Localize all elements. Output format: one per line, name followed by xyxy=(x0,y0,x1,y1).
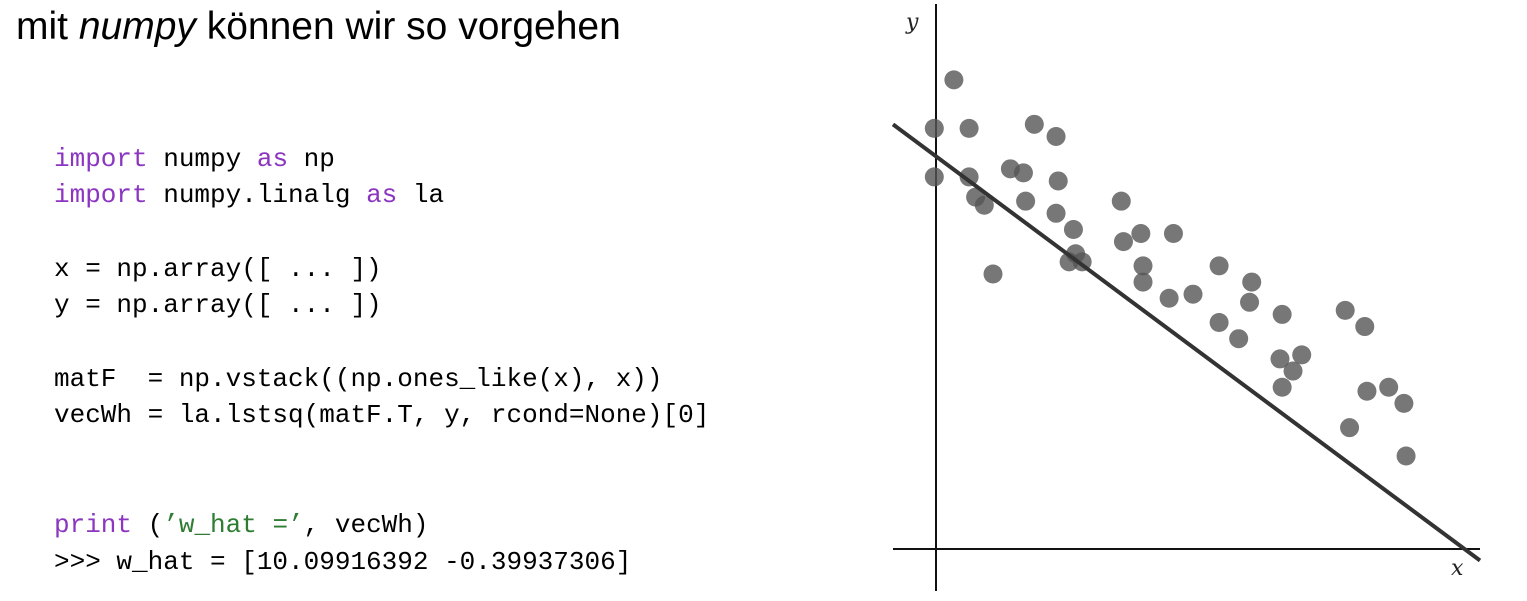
data-point xyxy=(1242,272,1262,292)
slide-title: mit numpy können wir so vorgehen xyxy=(16,4,621,51)
code-line-7: print (’w_hat =’, vecWh) xyxy=(54,510,429,540)
data-point xyxy=(1113,232,1133,252)
data-point xyxy=(959,167,979,187)
keyword-as: as xyxy=(366,180,398,210)
data-point xyxy=(924,167,944,187)
code-text: , vecWh) xyxy=(303,510,429,540)
code-text: numpy.linalg xyxy=(147,180,367,210)
data-point xyxy=(1159,288,1179,308)
data-points xyxy=(924,70,1416,466)
data-point xyxy=(1340,418,1360,438)
y-axis-label: y xyxy=(905,10,919,35)
code-line-1: import numpy as np xyxy=(54,144,335,174)
x-axis-label: x xyxy=(1451,556,1464,581)
scatter-plot: y x xyxy=(891,4,1482,591)
data-point xyxy=(1183,284,1203,304)
title-numpy-emphasis: numpy xyxy=(78,5,196,48)
data-point xyxy=(924,118,944,138)
data-point xyxy=(1111,191,1131,211)
data-point xyxy=(1046,126,1066,146)
data-point xyxy=(1024,114,1044,134)
regression-line xyxy=(891,122,1482,563)
code-line-4: y = np.array([ ... ]) xyxy=(54,290,382,320)
keyword-as: as xyxy=(256,144,289,174)
data-point xyxy=(1379,377,1399,397)
title-suffix: können wir so vorgehen xyxy=(195,5,621,48)
code-line-2: import numpy.linalg as la xyxy=(54,180,444,210)
code-text: la xyxy=(397,180,445,210)
data-point xyxy=(1131,224,1151,244)
data-point xyxy=(1229,329,1249,349)
keyword-print: print xyxy=(54,510,133,540)
data-point xyxy=(959,118,979,138)
code-string: ’w_hat =’ xyxy=(163,510,304,540)
code-text: ( xyxy=(132,510,164,540)
code-text: numpy xyxy=(147,144,257,174)
code-line-3: x = np.array([ ... ]) xyxy=(54,254,382,284)
data-point xyxy=(1133,272,1153,292)
data-point xyxy=(1240,292,1260,312)
keyword-import: import xyxy=(54,144,148,174)
data-point xyxy=(1163,224,1183,244)
data-point xyxy=(1016,191,1036,211)
data-point xyxy=(983,264,1003,284)
title-prefix: mit xyxy=(16,5,79,48)
keyword-import: import xyxy=(54,180,148,210)
data-point xyxy=(1209,313,1229,333)
data-point xyxy=(1048,171,1068,191)
data-point xyxy=(1270,349,1290,369)
data-point xyxy=(1046,203,1066,223)
data-point xyxy=(1355,317,1375,337)
data-point xyxy=(1283,361,1303,381)
code-output-line: >>> w_hat = [10.09916392 -0.39937306] xyxy=(54,547,632,577)
data-point xyxy=(944,70,964,90)
data-point xyxy=(1357,381,1377,401)
data-point xyxy=(1396,446,1416,466)
data-point xyxy=(1272,304,1292,324)
data-point xyxy=(1133,256,1153,276)
data-point xyxy=(1292,345,1312,365)
code-text: np xyxy=(288,144,335,174)
data-point xyxy=(1394,393,1414,413)
code-line-6: vecWh = la.lstsq(matF.T, y, rcond=None)[… xyxy=(54,400,710,430)
data-point xyxy=(1272,377,1292,397)
data-point xyxy=(1335,300,1355,320)
data-point xyxy=(1013,163,1033,183)
data-point xyxy=(974,195,994,215)
data-point xyxy=(1209,256,1229,276)
data-point xyxy=(1063,219,1083,239)
code-line-5: matF = np.vstack((np.ones_like(x), x)) xyxy=(54,364,663,394)
